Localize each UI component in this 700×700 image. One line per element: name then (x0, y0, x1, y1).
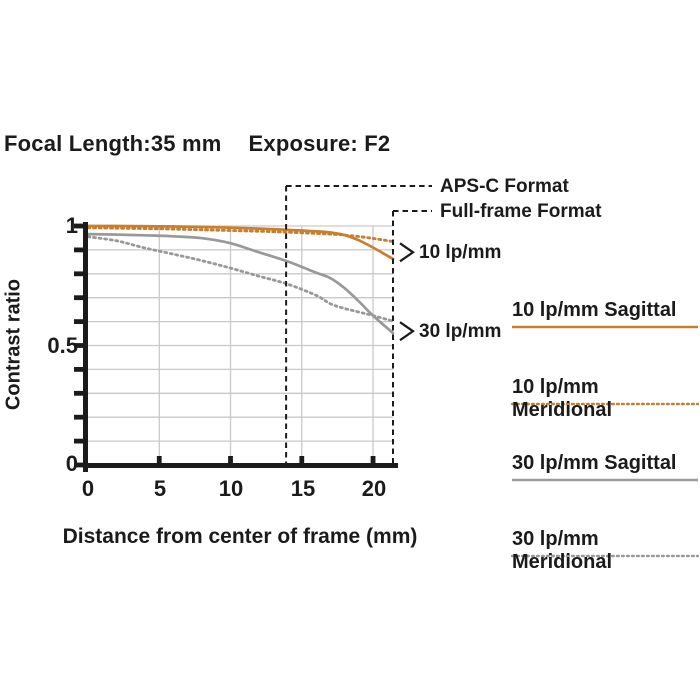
full-frame-format-label: Full-frame Format (440, 201, 602, 222)
x-tick-label: 15 (290, 476, 316, 501)
x-tick-label: 0 (81, 476, 95, 501)
legend-item-30-sagittal: 30 lp/mm Sagittal (512, 452, 677, 474)
legend-item-30-meridional: 30 lp/mm Meridional (512, 528, 613, 573)
chart-header: Focal Length:35 mm Exposure: F2 (4, 131, 390, 157)
curve-label-30lpmm: 30 lp/mm (419, 321, 502, 342)
apsc-format-label: APS-C Format (440, 176, 569, 197)
y-axis-title: Contrast ratio (2, 278, 25, 411)
x-tick-label: 5 (153, 476, 167, 501)
y-tick-label: 1 (65, 213, 78, 238)
exposure-label: Exposure: F2 (248, 131, 391, 156)
legend-item-10-sagittal: 10 lp/mm Sagittal (512, 299, 677, 321)
curve-label-10lpmm: 10 lp/mm (419, 242, 502, 263)
legend-item-10-meridional: 10 lp/mm Meridional (512, 376, 613, 421)
x-tick-label: 20 (361, 476, 387, 501)
focal-length-label: Focal Length:35 mm (4, 131, 222, 156)
x-axis-title: Distance from center of frame (mm) (62, 525, 418, 548)
x-tick-label: 10 (218, 476, 244, 501)
y-tick-label: 0.5 (47, 333, 78, 358)
y-tick-label: 0 (65, 451, 78, 476)
